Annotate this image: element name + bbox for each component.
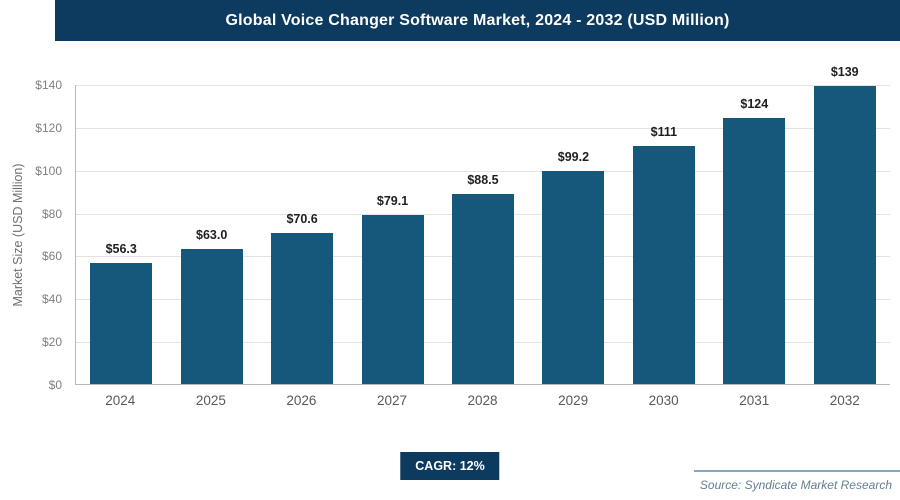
bar-value-label: $124: [740, 97, 769, 112]
bar: [271, 232, 334, 384]
bar-slot: $88.5: [438, 85, 528, 384]
bar-value-label: $79.1: [376, 193, 409, 208]
y-tick-label: $80: [41, 206, 62, 221]
bar-value-label: $139: [830, 65, 859, 80]
bar-value-label: $70.6: [286, 211, 318, 226]
x-tick-label: 2029: [558, 393, 589, 408]
bar-slot: $79.1: [347, 85, 437, 384]
bar-slot: $124: [709, 85, 799, 384]
chart-title: Global Voice Changer Software Market, 20…: [225, 11, 730, 29]
bar: [451, 194, 514, 384]
cagr-badge: CAGR: 12%: [400, 452, 500, 480]
y-tick-label: $40: [41, 292, 62, 307]
bars: $56.3 $63.0 $70.6 $79.1 $88.5 $99.2 $111 $124 $1…: [76, 65, 890, 384]
bar: [632, 146, 695, 384]
bar-slot: $70.6: [257, 85, 347, 384]
bar: [361, 214, 424, 384]
bar-slot: $63.0: [166, 85, 256, 384]
y-tick-label: $0: [48, 378, 62, 392]
bar: [813, 86, 876, 384]
bar-slot: $56.3: [76, 85, 166, 384]
bar: [180, 249, 243, 384]
x-tick-label: 2024: [105, 393, 136, 408]
bar-slot: $99.2: [528, 85, 618, 384]
y-tick-label: $60: [41, 249, 62, 264]
bar-slot: $111: [619, 85, 709, 384]
bar-value-label: $111: [650, 125, 678, 140]
chart-title-bar: Global Voice Changer Software Market, 20…: [55, 0, 900, 41]
bar-value-label: $99.2: [557, 150, 590, 165]
x-axis-labels: 2024 2025 2026 2027 2028 2029 2030 2031 2032: [75, 393, 890, 408]
source-divider: Source: Syndicate Market Research: [694, 470, 900, 492]
y-tick-label: $20: [41, 335, 62, 350]
gridline: [76, 85, 890, 86]
x-tick-label: 2030: [648, 393, 679, 408]
plot-area: $56.3 $63.0 $70.6 $79.1 $88.5 $99.2 $111 $124 $1…: [75, 65, 890, 385]
bar: [90, 263, 153, 384]
bar-slot: $139: [800, 65, 890, 384]
bar-value-label: $56.3: [105, 242, 137, 257]
x-tick-label: 2027: [376, 393, 407, 408]
y-axis-ticks: $0 $20 $40 $60 $80 $100 $120 $140: [0, 78, 68, 392]
x-tick-label: 2028: [467, 393, 498, 408]
bar: [723, 118, 786, 384]
x-tick-label: 2025: [195, 393, 226, 408]
y-tick-label: $100: [35, 163, 62, 178]
bar-value-label: $88.5: [467, 173, 499, 188]
bar-value-label: $63.0: [196, 228, 228, 242]
x-tick-label: 2032: [829, 393, 860, 408]
bar: [542, 171, 605, 384]
y-tick-label: $120: [35, 120, 62, 135]
x-tick-label: 2031: [739, 393, 770, 408]
source-text: Source: Syndicate Market Research: [699, 478, 892, 492]
y-tick-label: $140: [35, 78, 62, 92]
x-tick-label: 2026: [286, 393, 317, 408]
gridline: [76, 170, 890, 172]
gridline: [76, 127, 890, 129]
